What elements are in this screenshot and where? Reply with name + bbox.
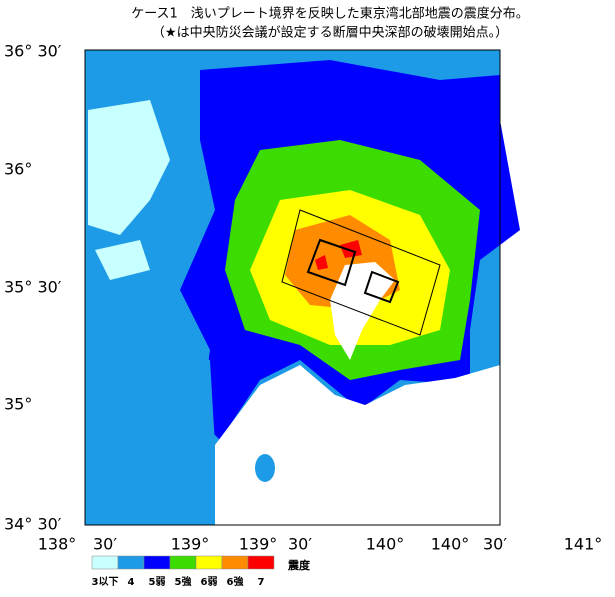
island xyxy=(255,454,275,482)
map-frame xyxy=(84,49,501,526)
legend-swatch xyxy=(169,555,197,570)
legend-label: 6弱 xyxy=(201,576,218,588)
intensity-map xyxy=(84,49,520,526)
lon-label: 140° xyxy=(366,535,405,554)
legend-label: 5弱 xyxy=(149,576,166,588)
legend-swatch xyxy=(117,555,145,570)
title: ケース1 浅いプレート境界を反映した東京湾北部地震の震度分布。 xyxy=(131,6,529,22)
intensity-7 xyxy=(340,240,362,258)
lon-label: 30′ xyxy=(93,535,117,554)
legend-label: 3以下 xyxy=(92,576,119,588)
legend-swatch xyxy=(91,555,119,570)
lon-label: 141° xyxy=(564,535,603,554)
lat-label: 35° xyxy=(4,395,32,414)
subtitle: （★は中央防災会議が設定する断層中央深部の破壊開始点。） xyxy=(152,25,508,41)
lon-label: 30′ xyxy=(483,535,507,554)
fault-outline xyxy=(281,209,441,336)
fault-box xyxy=(363,270,400,304)
legend-label: 4 xyxy=(128,577,135,588)
lat-label: 36° 30′ xyxy=(4,42,62,61)
legend-title: 震度 xyxy=(287,558,311,572)
fault-box xyxy=(306,238,357,287)
lat-label: 36° xyxy=(4,160,32,179)
legend-swatch xyxy=(247,555,275,570)
lon-label: 139° xyxy=(171,535,210,554)
low-area xyxy=(95,240,150,280)
legend-label: 7 xyxy=(258,577,265,588)
lon-label: 138° xyxy=(38,535,77,554)
lat-label: 35° 30′ xyxy=(4,278,62,297)
intensity-7 xyxy=(315,255,328,270)
lon-label: 139° xyxy=(239,535,278,554)
tokyo-bay xyxy=(330,262,395,360)
low-area xyxy=(88,100,170,235)
izu-area xyxy=(85,350,215,525)
legend-swatch xyxy=(221,555,249,570)
lon-label: 30′ xyxy=(288,535,312,554)
legend-label: 5強 xyxy=(175,575,192,588)
legend-swatch xyxy=(143,555,171,570)
lat-label: 34° 30′ xyxy=(4,515,62,534)
sea xyxy=(215,365,500,525)
legend-label: 6強 xyxy=(227,575,244,588)
lon-label: 140° xyxy=(431,535,470,554)
legend-swatch xyxy=(195,555,223,570)
